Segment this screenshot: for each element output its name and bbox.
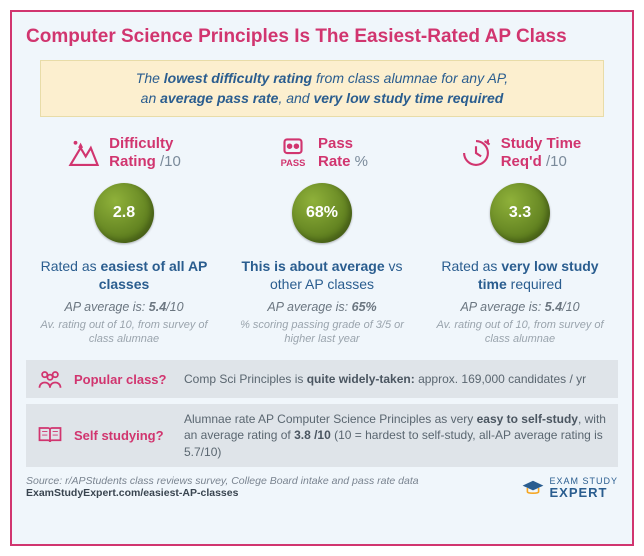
footer-source: Source: r/APStudents class reviews surve…: [26, 475, 419, 499]
metric-header: PASS PassRate %: [228, 135, 416, 171]
people-icon: [36, 367, 64, 391]
metric-header: Study TimeReq'd /10: [426, 135, 614, 171]
metric-note: % scoring passing grade of 3/5 or higher…: [228, 318, 416, 347]
page-title: Computer Science Principles Is The Easie…: [26, 26, 618, 48]
metric-note: Av. rating out of 10, from survey of cla…: [30, 318, 218, 347]
metric-avg: AP average is: 65%: [228, 300, 416, 314]
metric-avg: AP average is: 5.4/10: [426, 300, 614, 314]
mountain-icon: [67, 136, 101, 170]
metric-label: PassRate %: [318, 135, 368, 171]
metrics-row: DifficultyRating /10 2.8 Rated as easies…: [26, 135, 618, 346]
metric-value-bubble: 3.3: [490, 183, 550, 243]
inforow-label: Popular class?: [74, 372, 174, 387]
brand-logo: EXAM STUDY EXPERT: [521, 477, 618, 499]
metric-label: DifficultyRating /10: [109, 135, 181, 171]
subtitle: The lowest difficulty rating from class …: [40, 60, 604, 117]
metric-note: Av. rating out of 10, from survey of cla…: [426, 318, 614, 347]
metric-value-bubble: 68%: [292, 183, 352, 243]
footer: Source: r/APStudents class reviews surve…: [26, 475, 618, 499]
metric-avg: AP average is: 5.4/10: [30, 300, 218, 314]
metric-value-bubble: 2.8: [94, 183, 154, 243]
metric-desc: Rated as very low study time required: [426, 257, 614, 293]
metric-passrate: PASS PassRate % 68% This is about averag…: [228, 135, 416, 346]
infographic-card: Computer Science Principles Is The Easie…: [10, 10, 634, 546]
inforow-text: Alumnae rate AP Computer Science Princip…: [184, 411, 608, 460]
metric-header: DifficultyRating /10: [30, 135, 218, 171]
metric-desc: This is about average vs other AP classe…: [228, 257, 416, 293]
grad-cap-icon: [521, 479, 545, 497]
logo-text: EXAM STUDY EXPERT: [549, 477, 618, 499]
clock-icon: [459, 136, 493, 170]
metric-desc: Rated as easiest of all AP classes: [30, 257, 218, 293]
inforow-selfstudy: Self studying? Alumnae rate AP Computer …: [26, 404, 618, 467]
metric-label: Study TimeReq'd /10: [501, 135, 582, 171]
metric-difficulty: DifficultyRating /10 2.8 Rated as easies…: [30, 135, 218, 346]
inforow-popular: Popular class? Comp Sci Principles is qu…: [26, 360, 618, 398]
metric-studytime: Study TimeReq'd /10 3.3 Rated as very lo…: [426, 135, 614, 346]
book-icon: [36, 423, 64, 447]
pass-badge-icon: PASS: [276, 136, 310, 170]
inforow-text: Comp Sci Principles is quite widely-take…: [184, 371, 586, 387]
svg-text:PASS: PASS: [281, 158, 306, 168]
inforow-label: Self studying?: [74, 428, 174, 443]
